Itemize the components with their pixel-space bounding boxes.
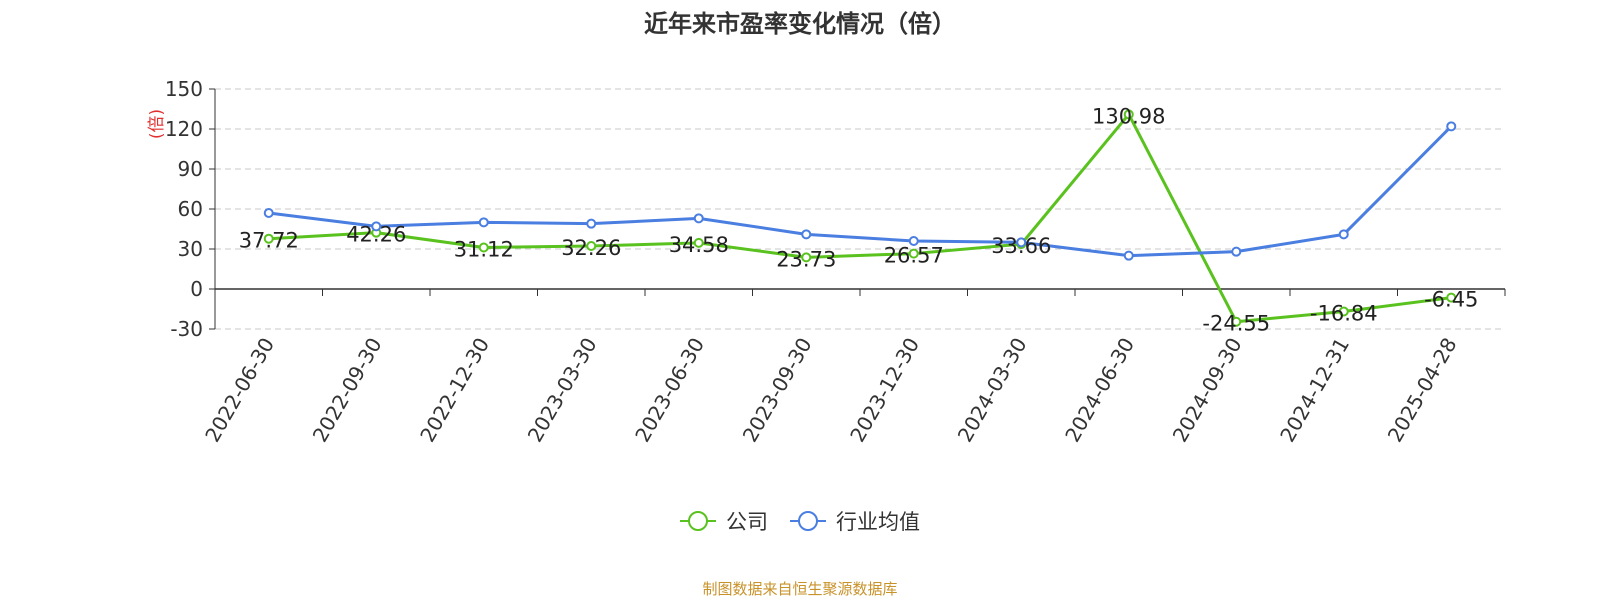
x-tick-label: 2024-03-30 bbox=[953, 334, 1032, 447]
series-line-industry-avg bbox=[268, 125, 1453, 258]
y-tick-label: 0 bbox=[190, 277, 203, 301]
x-tick-label: 2024-12-31 bbox=[1275, 334, 1354, 447]
data-point-industry-avg bbox=[1446, 121, 1457, 132]
data-labels: 37.72 42.26 31.12 32.26 34.58 23.73 26.57 33.66… bbox=[239, 104, 1479, 335]
data-point-company bbox=[586, 240, 597, 251]
x-tick-label: 2022-06-30 bbox=[200, 334, 279, 447]
x-tick-label: 2024-09-30 bbox=[1168, 334, 1247, 447]
legend-label-company: 公司 bbox=[726, 510, 768, 534]
y-tick-label: 90 bbox=[178, 157, 203, 181]
data-point-company bbox=[1338, 306, 1349, 317]
data-label-company: 32.26 bbox=[561, 236, 621, 260]
series bbox=[263, 109, 1457, 327]
data-point-industry-avg bbox=[1016, 237, 1027, 248]
y-tick-label: 150 bbox=[165, 77, 203, 101]
legend: 公司 行业均值 bbox=[0, 506, 1600, 536]
data-point-company bbox=[263, 233, 274, 244]
legend-label-industry-avg: 行业均值 bbox=[836, 510, 920, 534]
data-point-industry-avg bbox=[908, 236, 919, 246]
legend-item-company[interactable]: 公司 bbox=[680, 506, 768, 536]
data-label-company: 23.73 bbox=[776, 247, 836, 271]
x-tick-label: 2024-06-30 bbox=[1060, 334, 1139, 447]
data-point-industry-avg bbox=[478, 217, 489, 228]
x-tick-label: 2023-03-30 bbox=[523, 334, 602, 447]
data-point-company bbox=[478, 242, 489, 253]
legend-item-industry-avg[interactable]: 行业均值 bbox=[790, 506, 920, 536]
source-note: 制图数据来自恒生聚源数据库 bbox=[702, 580, 898, 598]
data-label-company: 34.58 bbox=[669, 233, 729, 257]
data-label-company: 26.57 bbox=[884, 244, 944, 268]
chart-title: 近年来市盈率变化情况（倍） bbox=[644, 10, 956, 38]
data-label-company: 33.66 bbox=[991, 234, 1051, 258]
x-tick-label: 2022-12-30 bbox=[415, 334, 494, 447]
data-point-company bbox=[693, 237, 704, 248]
x-tick-label: 2023-06-30 bbox=[630, 334, 709, 447]
legend-marker-industry-avg bbox=[790, 511, 826, 531]
grid-lines bbox=[215, 88, 1505, 330]
data-label-company: -24.55 bbox=[1202, 312, 1270, 336]
data-point-company bbox=[908, 248, 919, 259]
data-point-industry-avg bbox=[693, 213, 704, 224]
data-label-company: 31.12 bbox=[454, 238, 514, 262]
data-label-company: 130.98 bbox=[1092, 104, 1165, 128]
data-point-industry-avg bbox=[1123, 250, 1134, 261]
x-tick-label: 2023-12-30 bbox=[845, 334, 924, 447]
x-tick-label: 2022-09-30 bbox=[308, 334, 387, 447]
data-label-company: 42.26 bbox=[346, 223, 406, 247]
y-tick-label: 60 bbox=[178, 197, 203, 221]
y-tick-label: 30 bbox=[178, 237, 203, 261]
data-label-company: 37.72 bbox=[239, 229, 299, 253]
y-axis-label: (倍) bbox=[147, 109, 167, 139]
data-point-company bbox=[1123, 109, 1134, 120]
x-tick-label: 2025-04-28 bbox=[1383, 334, 1462, 447]
data-point-company bbox=[801, 252, 812, 263]
legend-marker-company bbox=[680, 511, 716, 531]
series-line-company bbox=[268, 112, 1452, 324]
data-point-industry-avg bbox=[1338, 229, 1349, 240]
data-point-company bbox=[1446, 292, 1457, 303]
data-point-industry-avg bbox=[263, 208, 274, 218]
data-point-industry-avg bbox=[586, 218, 597, 229]
data-point-industry-avg bbox=[1231, 246, 1242, 257]
y-tick-label: 120 bbox=[165, 117, 203, 141]
data-label-company: -6.45 bbox=[1424, 288, 1478, 312]
data-point-industry-avg bbox=[801, 229, 812, 240]
x-tick-label: 2023-09-30 bbox=[738, 334, 817, 447]
data-label-company: -16.84 bbox=[1310, 301, 1378, 325]
y-tick-label: -30 bbox=[170, 317, 203, 341]
data-point-industry-avg bbox=[371, 221, 382, 232]
data-point-company bbox=[1231, 316, 1242, 327]
